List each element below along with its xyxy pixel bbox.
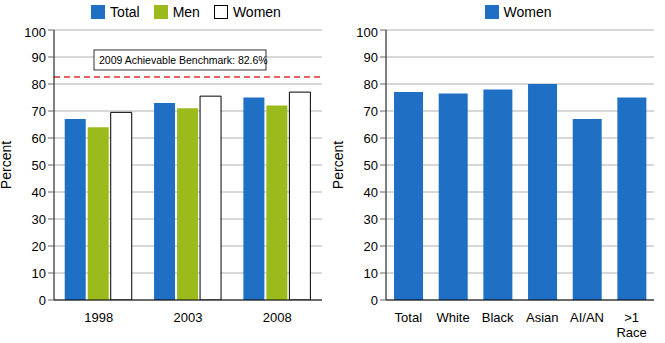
svg-text:100: 100 (24, 25, 46, 40)
svg-text:White: White (436, 310, 469, 325)
svg-text:Asian: Asian (526, 310, 559, 325)
svg-text:40: 40 (364, 185, 378, 200)
svg-text:10: 10 (364, 266, 378, 281)
svg-text:2008: 2008 (263, 310, 292, 325)
html-text:Women: Women (503, 4, 552, 20)
svg-text:50: 50 (364, 158, 378, 173)
html-text:Women: Women (232, 4, 281, 20)
svg-text:0: 0 (371, 293, 378, 308)
svg-text:90: 90 (364, 50, 378, 65)
svg-text:AI/AN: AI/AN (570, 310, 604, 325)
svg-text:30: 30 (32, 212, 46, 227)
svg-text:Black: Black (482, 310, 514, 325)
svg-text:Percent: Percent (8, 141, 14, 189)
svg-text:60: 60 (364, 131, 378, 146)
svg-text:90: 90 (32, 50, 46, 65)
svg-text:Percent: Percent (332, 141, 346, 189)
svg-text:30: 30 (364, 212, 378, 227)
html-text:Men: Men (172, 4, 200, 20)
svg-text:80: 80 (364, 77, 378, 92)
svg-text:20: 20 (32, 239, 46, 254)
svg-text:20: 20 (364, 239, 378, 254)
svg-text:10: 10 (32, 266, 46, 281)
svg-text:2003: 2003 (174, 310, 203, 325)
svg-text:1998: 1998 (84, 310, 113, 325)
svg-text:50: 50 (32, 158, 46, 173)
svg-text:2009 Achievable Benchmark: 82.: 2009 Achievable Benchmark: 82.6% (99, 54, 268, 66)
svg-text:70: 70 (364, 104, 378, 119)
svg-text:Total: Total (395, 310, 423, 325)
svg-text:100: 100 (356, 25, 378, 40)
svg-text:70: 70 (32, 104, 46, 119)
svg-text:0: 0 (39, 293, 46, 308)
html-text:Total: Total (110, 4, 140, 20)
svg-text:40: 40 (32, 185, 46, 200)
svg-text:>1Race: >1Race (616, 310, 646, 340)
svg-text:80: 80 (32, 77, 46, 92)
svg-text:60: 60 (32, 131, 46, 146)
